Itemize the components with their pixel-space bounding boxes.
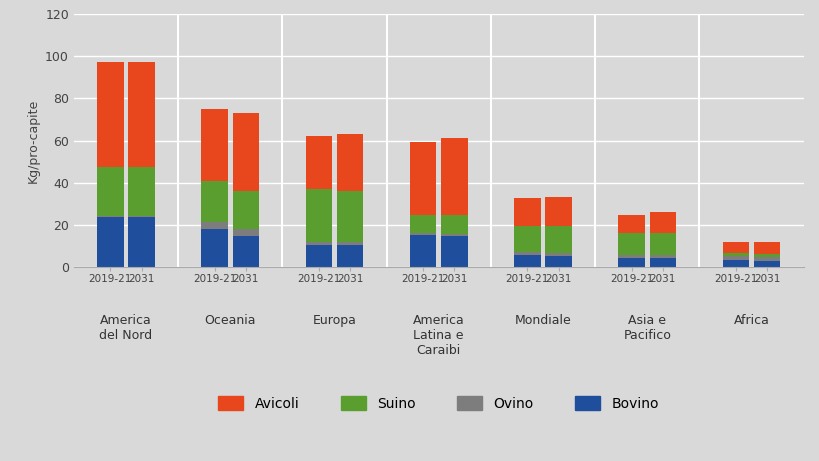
Text: America
Latina e
Caraibi: America Latina e Caraibi xyxy=(412,314,464,357)
Text: Mondiale: Mondiale xyxy=(514,314,571,327)
Bar xyxy=(649,232,676,254)
Bar xyxy=(201,222,228,230)
Bar xyxy=(618,214,644,232)
Bar xyxy=(545,196,571,226)
Bar xyxy=(649,254,676,258)
Bar xyxy=(618,258,644,267)
Bar xyxy=(128,167,155,216)
Bar xyxy=(97,62,124,167)
Bar xyxy=(722,253,749,256)
Bar xyxy=(618,254,644,258)
Bar xyxy=(722,242,749,253)
Bar xyxy=(337,191,363,242)
Bar xyxy=(201,181,228,222)
Legend: Avicoli, Suino, Ovino, Bovino: Avicoli, Suino, Ovino, Bovino xyxy=(218,396,658,411)
Bar xyxy=(233,230,259,236)
Bar xyxy=(441,236,467,267)
Bar xyxy=(753,257,780,261)
Bar xyxy=(128,62,155,167)
Bar xyxy=(722,256,749,260)
Bar xyxy=(337,242,363,245)
Bar xyxy=(618,232,644,254)
Bar xyxy=(201,230,228,267)
Bar xyxy=(305,189,332,242)
Text: Asia e
Pacifico: Asia e Pacifico xyxy=(622,314,670,342)
Bar xyxy=(305,136,332,189)
Bar xyxy=(410,235,436,267)
Bar xyxy=(514,254,540,267)
Bar xyxy=(233,236,259,267)
Bar xyxy=(97,167,124,216)
Bar xyxy=(97,216,124,217)
Bar xyxy=(514,226,540,252)
Bar xyxy=(514,252,540,254)
Bar xyxy=(545,226,571,253)
Text: America
del Nord: America del Nord xyxy=(99,314,152,342)
Bar xyxy=(753,254,780,257)
Bar xyxy=(722,260,749,267)
Bar xyxy=(97,217,124,267)
Bar xyxy=(753,242,780,254)
Bar xyxy=(545,253,571,256)
Bar xyxy=(128,216,155,217)
Bar xyxy=(441,138,467,214)
Bar xyxy=(233,113,259,191)
Bar xyxy=(305,245,332,267)
Bar xyxy=(410,214,436,232)
Bar xyxy=(545,256,571,267)
Text: Africa: Africa xyxy=(733,314,768,327)
Bar xyxy=(649,213,676,232)
Y-axis label: Kg/pro-capite: Kg/pro-capite xyxy=(26,99,39,183)
Bar xyxy=(441,234,467,236)
Bar xyxy=(128,217,155,267)
Bar xyxy=(337,134,363,191)
Bar xyxy=(649,258,676,267)
Bar xyxy=(753,261,780,267)
Bar xyxy=(337,245,363,267)
Text: Europa: Europa xyxy=(312,314,356,327)
Bar xyxy=(305,242,332,245)
Bar xyxy=(233,191,259,230)
Text: Oceania: Oceania xyxy=(204,314,256,327)
Bar xyxy=(410,142,436,214)
Bar xyxy=(514,198,540,226)
Bar xyxy=(201,109,228,181)
Bar xyxy=(441,214,467,234)
Bar xyxy=(410,232,436,235)
